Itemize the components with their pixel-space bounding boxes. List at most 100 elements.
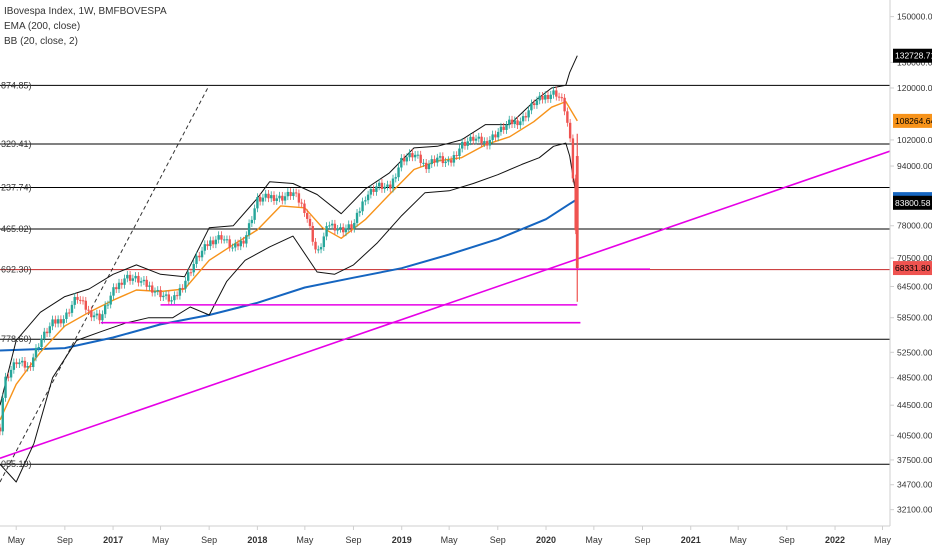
x-tick-labels[interactable]: May Sep 2017 May Sep 2018 May Sep 2019 May Sep 2020… [8, 526, 892, 545]
candle-body [557, 96, 561, 98]
candle-body [151, 285, 154, 293]
candle-body [200, 250, 204, 258]
y-tick-label: 48500.00 [897, 373, 932, 383]
candle-body [438, 156, 442, 158]
candle-body [48, 326, 52, 334]
candle-body [214, 239, 218, 245]
candle-body [181, 287, 184, 289]
x-tick-label: May [8, 535, 26, 545]
candle-body [209, 240, 212, 247]
candle-body [65, 312, 68, 320]
x-tick-label: May [585, 535, 603, 545]
candle-body [20, 360, 24, 363]
candle-body [54, 319, 57, 324]
candle-body [427, 164, 431, 170]
y-tick-labels[interactable]: 150000.00130000.00120000.00102000.009400… [890, 12, 932, 515]
candle-body [81, 300, 85, 302]
candle-body [178, 287, 182, 296]
candle-body [510, 119, 514, 125]
candle-body [380, 182, 384, 189]
candle-body [369, 189, 373, 195]
candle-body [56, 319, 60, 324]
candle-body [206, 244, 209, 247]
candle-body [145, 279, 148, 287]
y-tick-label: 94000.00 [897, 161, 932, 171]
candle-body [314, 241, 317, 250]
price-label-box [893, 195, 932, 210]
candle-body [521, 116, 525, 122]
candle-body [463, 141, 467, 146]
candle-body [270, 195, 273, 199]
candle-body [491, 134, 494, 140]
candle-body [496, 131, 500, 138]
level-label-0: 874.85) [1, 80, 32, 90]
candle-body [436, 157, 439, 163]
ema200-line [0, 198, 578, 352]
candle-body [128, 274, 132, 281]
candle-body [544, 94, 547, 100]
candle-body [92, 315, 96, 318]
candle-body [247, 223, 251, 236]
y-tick-label: 44500.00 [897, 400, 932, 410]
candle-body [375, 186, 378, 192]
candle-body [513, 120, 516, 125]
ema200-series [0, 198, 578, 352]
candle-body [449, 160, 453, 163]
candle-body [325, 226, 328, 237]
candle-body [563, 97, 566, 112]
candle-body [480, 136, 483, 144]
price-label-box [893, 261, 932, 276]
candle-body [173, 295, 176, 301]
candle-body [452, 155, 456, 163]
y-tick-label: 150000.00 [897, 12, 932, 22]
y-tick-label: 52500.00 [897, 347, 932, 357]
x-tick-label: 2022 [825, 535, 845, 545]
candle-body [156, 289, 159, 292]
candle-body [469, 136, 472, 142]
candle-body [336, 228, 339, 231]
candle-body [455, 155, 458, 157]
legend-bb[interactable]: BB (20, close, 2) [4, 36, 78, 47]
candle-body [502, 126, 505, 130]
candle-body [339, 227, 342, 229]
y-tick-label: 37500.00 [897, 455, 932, 465]
x-tick-label: 2018 [247, 535, 267, 545]
level-label-2: 237.74) [1, 183, 32, 193]
price-series [0, 86, 579, 436]
candle-body [477, 136, 481, 139]
legend-ema[interactable]: EMA (200, close) [4, 21, 81, 32]
candle-body [278, 195, 281, 199]
candle-body [347, 224, 350, 229]
candle-body [441, 156, 445, 164]
candle-body [425, 162, 428, 170]
level-label-6: 055.19) [1, 459, 32, 469]
candle-body [195, 255, 198, 264]
candle-body [430, 159, 433, 165]
legend-symbol[interactable]: IBovespa Index, 1W, BMFBOVESPA [4, 6, 167, 17]
candle-body [322, 236, 326, 248]
candle-body [228, 239, 231, 248]
candle-body [433, 159, 436, 163]
chart-legend[interactable]: IBovespa Index, 1W, BMFBOVESPA EMA (200,… [4, 4, 167, 49]
candle-body [466, 141, 469, 146]
candle-body [167, 294, 171, 302]
candle-body [126, 274, 129, 279]
candle-body [530, 103, 533, 111]
bb-lower-line [0, 142, 578, 483]
candle-body [106, 304, 110, 306]
price-label-text: 132728.71 [895, 51, 932, 61]
candle-body [225, 239, 229, 241]
candle-body [4, 376, 7, 398]
x-tick-label: May [730, 535, 748, 545]
x-tick-label: May [874, 535, 892, 545]
level-label-3: 465.02) [1, 224, 32, 234]
x-tick-label: 2017 [103, 535, 123, 545]
candle-body [29, 365, 32, 368]
candle-body [383, 186, 386, 189]
candle-body [300, 202, 303, 204]
candle-body [527, 110, 530, 118]
candle-body [397, 167, 400, 178]
level-label-4: 692.30) [1, 265, 32, 275]
candle-body [87, 309, 90, 311]
candle-body [483, 141, 486, 144]
